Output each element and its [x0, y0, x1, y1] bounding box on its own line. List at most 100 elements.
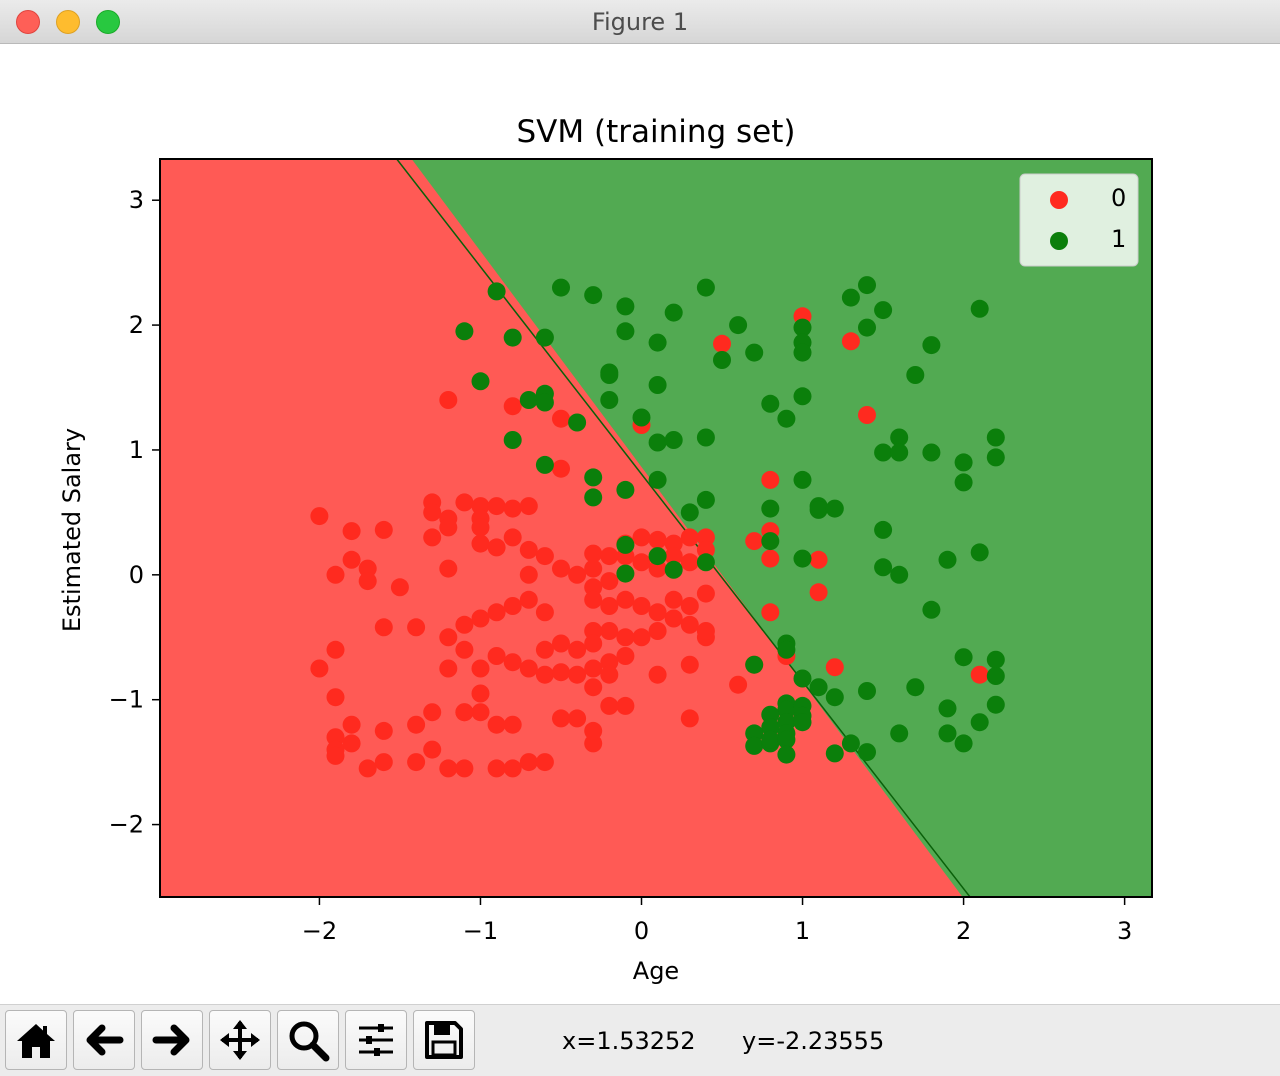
data-point-class-0: [616, 696, 635, 715]
forward-button[interactable]: [141, 1010, 203, 1070]
data-point-class-0: [696, 622, 715, 640]
data-point-class-1: [890, 724, 909, 743]
data-point-class-0: [745, 532, 764, 551]
data-point-class-0: [761, 603, 780, 622]
data-point-class-1: [890, 443, 909, 462]
cursor-y-readout: y=-2.23555: [742, 1027, 885, 1055]
data-point-class-0: [696, 540, 715, 559]
x-tick-label: −2: [302, 917, 337, 945]
data-point-class-1: [535, 393, 554, 412]
configure-subplots-button[interactable]: [345, 1010, 407, 1070]
data-point-class-0: [600, 547, 619, 566]
zoom-window-button[interactable]: [96, 10, 120, 34]
data-point-class-1: [793, 343, 812, 362]
data-point-class-0: [342, 715, 361, 734]
data-point-class-1: [745, 724, 764, 743]
data-point-class-0: [584, 678, 603, 697]
data-point-class-0: [584, 634, 603, 653]
data-point-class-1: [761, 718, 780, 737]
data-point-class-0: [455, 640, 474, 659]
data-point-class-0: [535, 753, 554, 772]
legend-marker-0: [1050, 191, 1068, 209]
y-axis-ticks: −2 −1 0 1 2 3: [109, 186, 160, 839]
figure-canvas[interactable]: SVM (training set) −2 −1 0 1 2 3 −2 −1 0 1 2 3 Age…: [0, 44, 1280, 1004]
data-point-class-0: [423, 503, 442, 522]
data-point-class-1: [600, 391, 619, 409]
data-point-class-1: [696, 490, 715, 509]
class-1-region: [411, 159, 1152, 897]
data-point-class-1: [761, 394, 780, 413]
data-point-class-0: [439, 391, 458, 409]
data-point-class-1: [841, 734, 860, 753]
data-point-class-0: [374, 618, 393, 637]
data-point-class-0: [519, 540, 538, 559]
legend: 0 1: [1019, 173, 1139, 267]
data-point-class-1: [970, 299, 989, 318]
minimize-window-button[interactable]: [56, 10, 80, 34]
data-point-class-0: [439, 628, 458, 647]
data-point-class-0: [680, 709, 699, 728]
data-point-class-1: [535, 455, 554, 474]
data-point-class-0: [552, 663, 570, 682]
data-point-class-0: [439, 559, 458, 578]
data-point-class-0: [487, 497, 506, 516]
data-point-class-1: [713, 351, 731, 369]
x-tick-label: −1: [463, 917, 498, 945]
save-button[interactable]: [413, 1010, 475, 1070]
data-point-class-0: [761, 470, 780, 489]
window-title: Figure 1: [591, 8, 689, 36]
class-0-points: [310, 307, 989, 778]
data-point-class-1: [954, 473, 973, 492]
pan-button[interactable]: [209, 1010, 271, 1070]
data-point-class-1: [680, 503, 699, 522]
data-point-class-0: [970, 665, 989, 684]
y-axis-label: Estimated Salary: [58, 428, 86, 632]
home-button[interactable]: [5, 1010, 67, 1070]
data-point-class-0: [535, 665, 554, 684]
data-point-class-0: [503, 528, 522, 547]
close-window-button[interactable]: [16, 10, 40, 34]
data-point-class-1: [938, 550, 957, 569]
data-point-class-1: [552, 278, 570, 297]
data-point-class-0: [648, 530, 667, 549]
data-point-class-0: [680, 597, 699, 615]
data-point-class-1: [696, 428, 715, 447]
data-point-class-0: [600, 665, 619, 684]
data-point-class-1: [954, 648, 973, 667]
data-point-class-1: [954, 453, 973, 472]
data-point-class-1: [632, 408, 651, 427]
data-point-class-0: [358, 759, 377, 778]
data-point-class-1: [841, 288, 860, 307]
data-point-class-1: [793, 669, 812, 688]
data-point-class-0: [535, 547, 554, 566]
data-point-class-1: [874, 520, 893, 539]
data-point-class-0: [600, 572, 619, 591]
data-point-class-0: [600, 653, 619, 672]
data-point-class-0: [680, 655, 699, 674]
data-point-class-1: [777, 640, 796, 659]
data-point-class-1: [922, 443, 941, 462]
data-point-class-1: [745, 736, 764, 755]
data-point-class-1: [986, 448, 1005, 467]
data-point-class-0: [696, 584, 715, 603]
data-point-class-0: [664, 547, 683, 566]
data-point-class-1: [922, 336, 941, 355]
back-button[interactable]: [73, 1010, 135, 1070]
data-point-class-1: [858, 318, 876, 337]
data-point-class-0: [503, 397, 522, 416]
data-point-class-1: [922, 600, 941, 619]
data-point-class-0: [858, 406, 876, 424]
data-point-class-0: [471, 659, 490, 678]
data-point-class-0: [519, 590, 538, 609]
data-point-class-0: [761, 549, 780, 568]
data-point-class-0: [519, 659, 538, 678]
x-tick-label: 1: [795, 917, 810, 945]
zoom-button[interactable]: [277, 1010, 339, 1070]
data-point-class-0: [407, 618, 426, 637]
data-point-class-0: [471, 534, 490, 553]
cursor-x-readout: x=1.53252: [562, 1027, 696, 1055]
y-tick-label: 2: [129, 311, 144, 339]
data-point-class-0: [632, 553, 651, 572]
x-tick-label: 2: [956, 917, 971, 945]
pan-icon: [220, 1020, 260, 1060]
